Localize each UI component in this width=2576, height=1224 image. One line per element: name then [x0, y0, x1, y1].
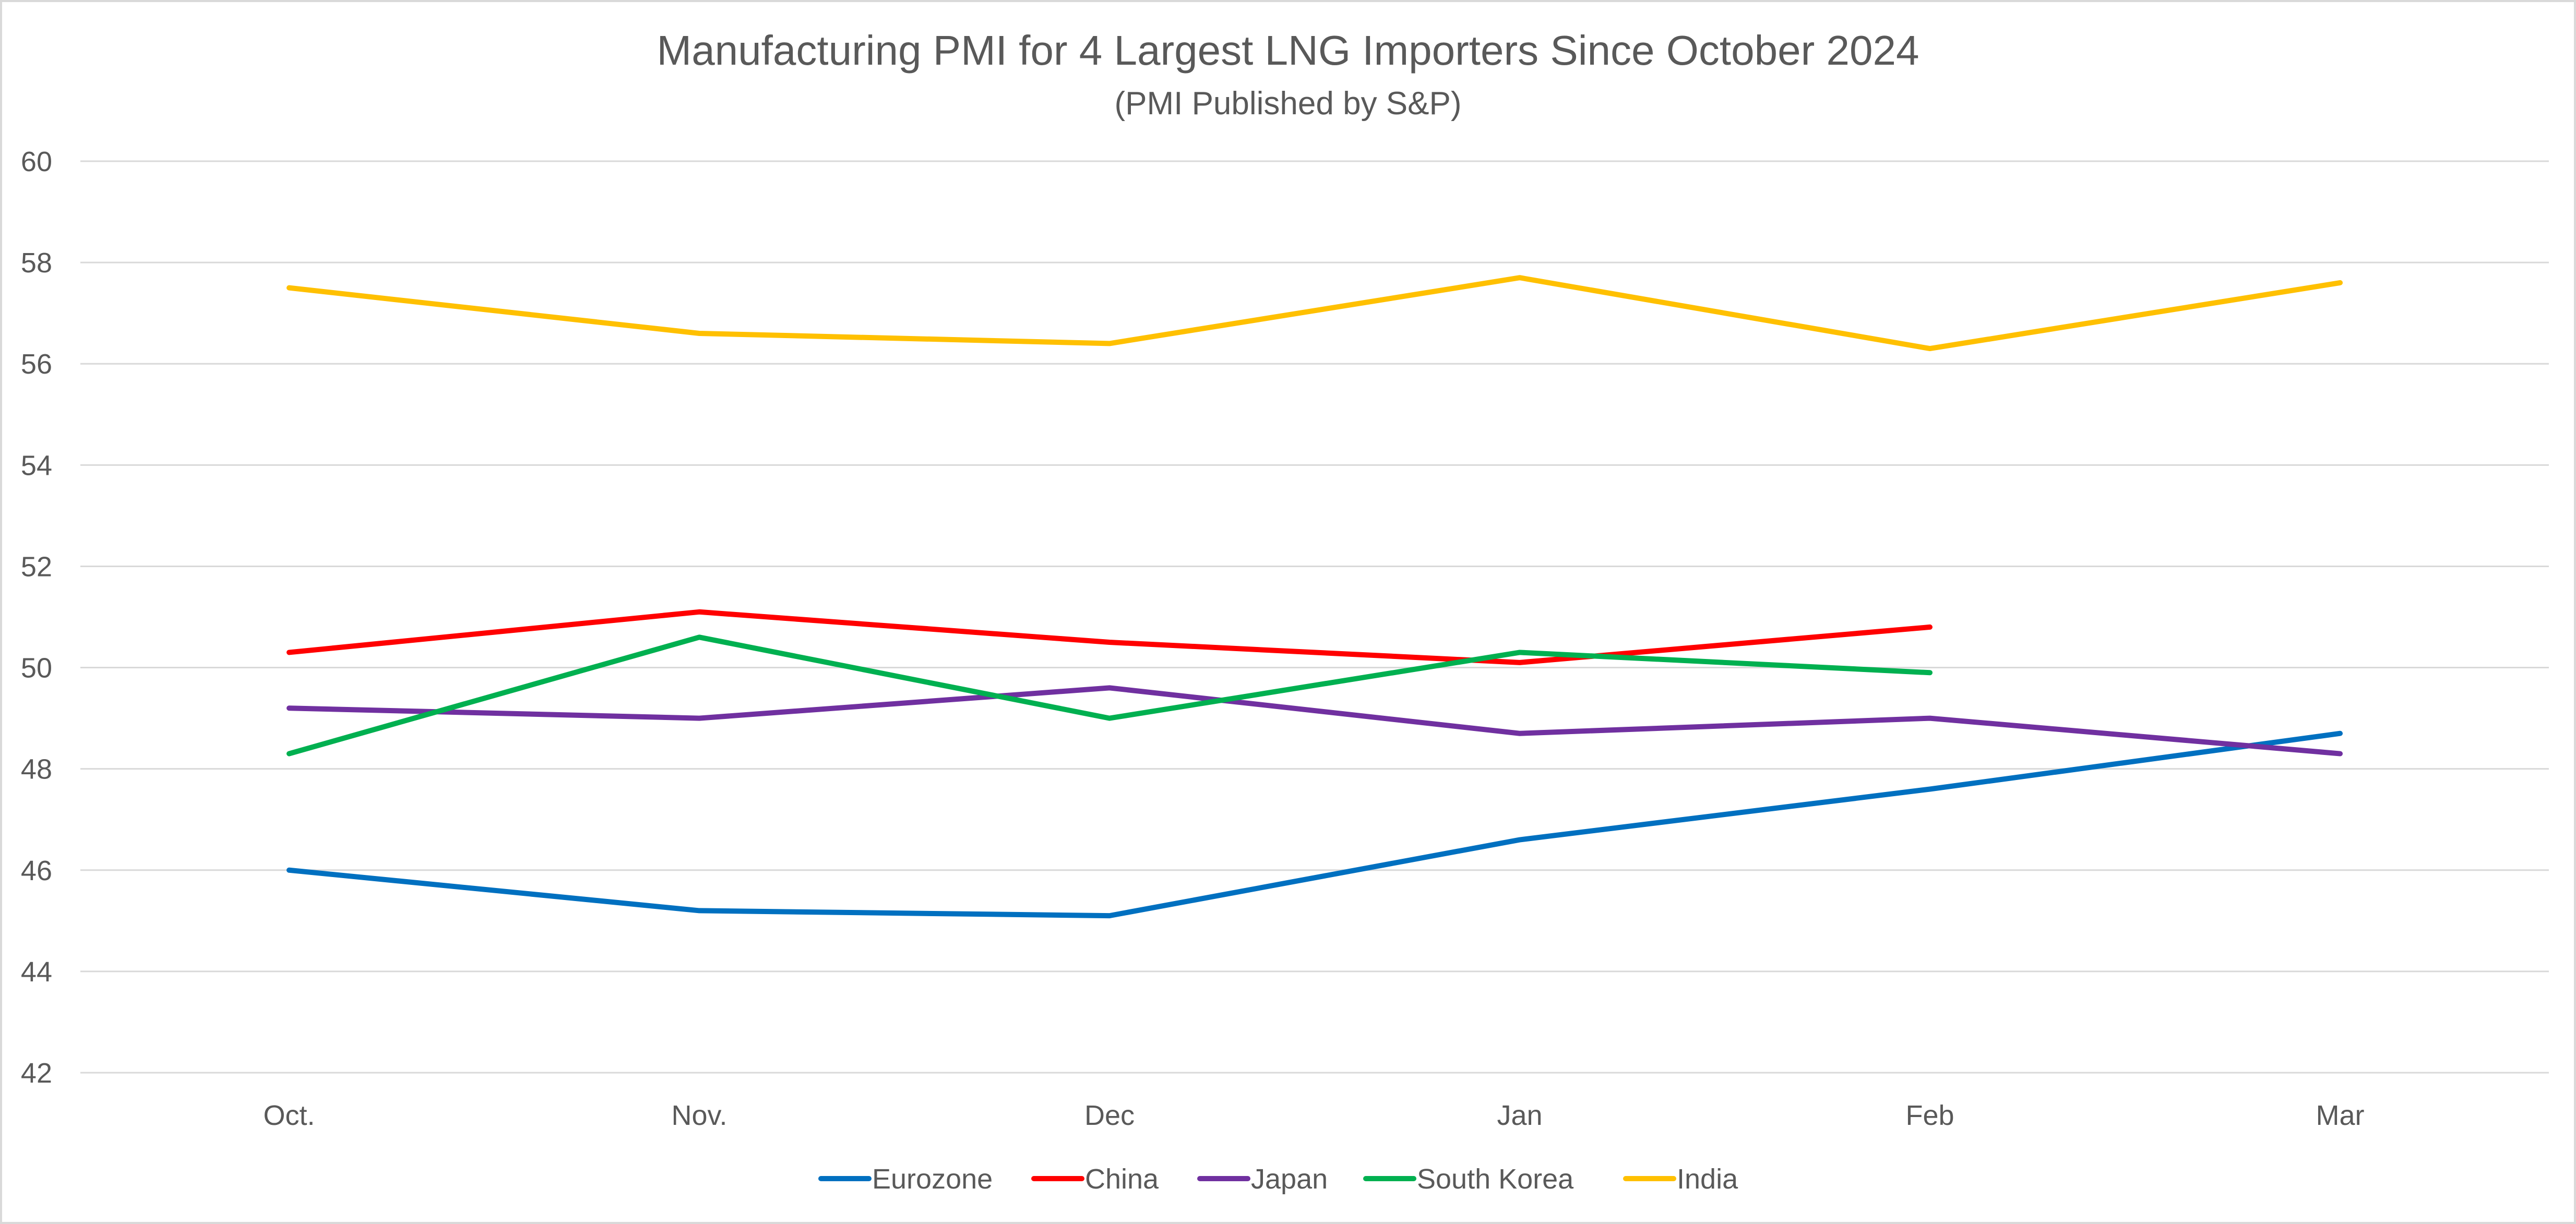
- legend-label: Eurozone: [872, 1163, 993, 1195]
- x-tick-label: Dec: [1084, 1100, 1135, 1131]
- y-tick-label: 50: [21, 653, 52, 684]
- legend-label: Japan: [1251, 1163, 1328, 1195]
- series-line-eurozone: [287, 730, 2343, 919]
- chart-title: Manufacturing PMI for 4 Largest LNG Impo…: [657, 27, 1919, 74]
- legend-label: China: [1085, 1163, 1159, 1195]
- legend-item-eurozone: Eurozone: [818, 1163, 993, 1195]
- y-tick-label: 56: [21, 349, 52, 380]
- y-tick-label: 42: [21, 1058, 52, 1089]
- legend-item-south-korea: South Korea: [1363, 1163, 1574, 1195]
- gridlines: [80, 160, 2549, 1074]
- chart-subtitle: (PMI Published by S&P): [1114, 86, 1461, 122]
- x-tick-label: Oct.: [263, 1100, 315, 1131]
- x-axis-tick-labels: Oct. Nov. Dec Jan Feb Mar: [263, 1100, 2364, 1131]
- x-tick-label: Jan: [1497, 1100, 1542, 1131]
- x-tick-label: Nov.: [671, 1100, 727, 1131]
- y-axis-tick-labels: 42 44 46 48 50 52 54 56 58 60: [21, 146, 52, 1089]
- y-tick-label: 48: [21, 754, 52, 785]
- series-line-south-korea: [287, 634, 1933, 757]
- legend: Eurozone China Japan South Korea India: [818, 1163, 1738, 1195]
- series-line-china: [287, 609, 1933, 665]
- y-tick-label: 52: [21, 551, 52, 582]
- y-tick-label: 44: [21, 956, 52, 988]
- y-tick-label: 60: [21, 146, 52, 177]
- legend-item-china: China: [1031, 1163, 1159, 1195]
- legend-label: South Korea: [1417, 1163, 1574, 1195]
- legend-label: India: [1677, 1163, 1738, 1195]
- x-tick-label: Feb: [1905, 1100, 1954, 1131]
- y-tick-label: 58: [21, 247, 52, 279]
- legend-item-japan: Japan: [1197, 1163, 1328, 1195]
- y-tick-label: 46: [21, 855, 52, 886]
- legend-item-india: India: [1623, 1163, 1738, 1195]
- series-line-japan: [287, 685, 2343, 757]
- y-tick-label: 54: [21, 450, 52, 481]
- series-lines: [287, 275, 2343, 919]
- series-line-india: [287, 275, 2343, 352]
- x-tick-label: Mar: [2316, 1100, 2365, 1131]
